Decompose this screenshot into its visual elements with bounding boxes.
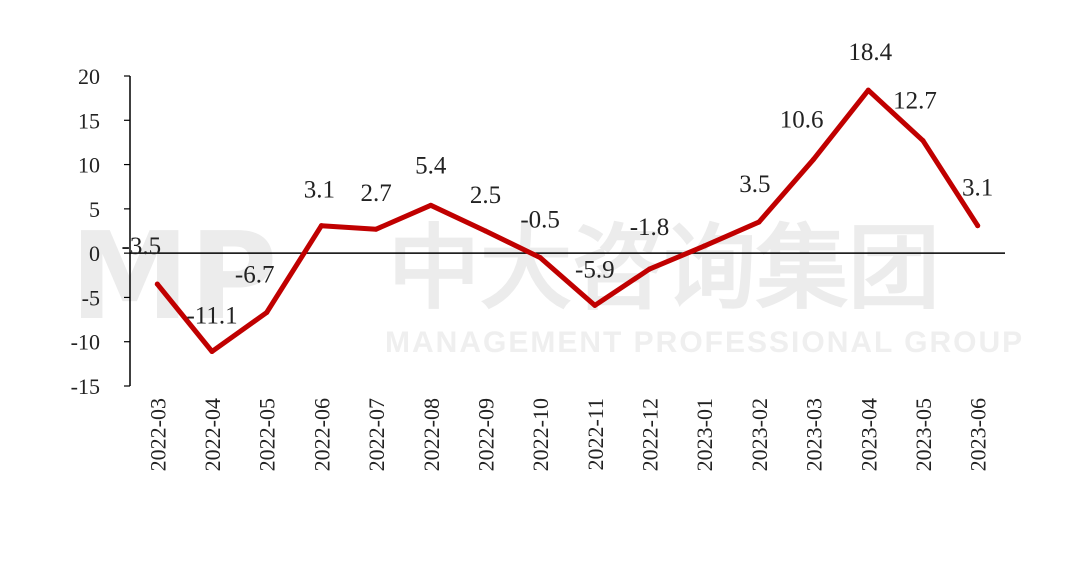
watermark-logo: MP	[70, 208, 277, 347]
y-tick-label: 0	[89, 241, 100, 266]
data-label: 5.4	[415, 152, 447, 179]
y-tick-label: -5	[82, 285, 100, 310]
x-tick-label: 2023-03	[802, 398, 827, 471]
watermark-english: MANAGEMENT PROFESSIONAL GROUP	[385, 326, 1024, 359]
y-tick-label: 15	[78, 108, 100, 133]
series-group	[154, 87, 981, 354]
x-tick-label: 2022-09	[473, 398, 498, 471]
data-point	[373, 226, 379, 232]
data-label: 10.6	[780, 106, 824, 133]
watermark: MP 中大咨询集团 MANAGEMENT PROFESSIONAL GROUP	[70, 208, 1024, 359]
data-point	[537, 255, 543, 261]
x-tick-label: 2023-05	[911, 398, 936, 471]
data-point	[701, 243, 707, 249]
data-point	[865, 87, 871, 93]
watermark-chinese: 中大咨询集团	[388, 215, 940, 322]
y-tick-label: -10	[71, 330, 100, 355]
y-tick-label: 20	[78, 64, 100, 89]
data-label: -1.8	[630, 214, 670, 241]
x-tick-label: 2023-06	[966, 398, 991, 471]
data-point	[318, 223, 324, 229]
x-tick-label: 2022-10	[528, 398, 553, 471]
series-line	[154, 87, 981, 354]
data-label: 12.7	[893, 88, 937, 115]
data-point	[592, 302, 598, 308]
data-point	[154, 281, 160, 287]
x-tick-label: 2022-06	[309, 398, 334, 471]
data-point	[647, 266, 653, 272]
data-point	[264, 309, 270, 315]
x-tick-label: 2022-07	[364, 398, 389, 471]
data-point	[811, 156, 817, 162]
x-tick-label: 2022-12	[638, 398, 663, 471]
x-tick-label: 2022-03	[145, 398, 170, 471]
data-labels: -3.5 -11.1 -6.7 3.1 2.7 5.4 2.5 -0.5 -5.9 -1.8 3.5…	[122, 39, 994, 329]
data-label: 3.1	[962, 175, 993, 202]
data-label: -3.5	[122, 233, 162, 260]
x-tick-label: 2022-11	[583, 398, 608, 471]
data-label: -11.1	[186, 302, 237, 329]
axes: 20 15 10 5 0 -5 -10 -15 2022-03 2022-04 2022-05 202…	[71, 64, 1005, 471]
data-point	[209, 348, 215, 354]
data-label: 18.4	[848, 39, 892, 66]
y-tick-label: -15	[71, 374, 100, 399]
x-tick-label: 2023-02	[747, 398, 772, 471]
y-tick-label: 10	[78, 153, 100, 178]
x-tick-label: 2023-01	[692, 398, 717, 471]
data-point	[975, 223, 981, 229]
data-label: 3.5	[739, 171, 770, 198]
data-label: -6.7	[235, 261, 275, 288]
data-point	[920, 138, 926, 144]
data-point	[756, 219, 762, 225]
x-tick-label: 2023-04	[856, 398, 881, 471]
data-label: -5.9	[575, 256, 615, 283]
x-tick-label: 2022-05	[255, 398, 280, 471]
data-point	[428, 202, 434, 208]
data-label: 2.5	[470, 182, 501, 209]
data-label: 3.1	[304, 177, 335, 204]
data-point	[482, 228, 488, 234]
x-tick-label: 2022-08	[419, 398, 444, 471]
data-label: 2.7	[360, 180, 391, 207]
y-tick-label: 5	[89, 197, 100, 222]
data-label: -0.5	[520, 207, 560, 234]
x-tick-label: 2022-04	[200, 398, 225, 471]
